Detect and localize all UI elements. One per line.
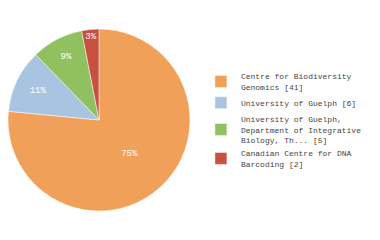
svg-text:University of Guelph,Departmen: University of Guelph,Department of Integ… (241, 115, 361, 145)
svg-text:Canadian Centre for DNABarcodi: Canadian Centre for DNABarcoding [2] (241, 149, 352, 168)
svg-text:11%: 11% (30, 86, 47, 96)
svg-text:9%: 9% (61, 52, 72, 62)
svg-text:3%: 3% (85, 32, 96, 42)
svg-text:Centre for BiodiversityGenomic: Centre for BiodiversityGenomics [41] (241, 72, 352, 91)
svg-text:75%: 75% (121, 149, 138, 159)
svg-text:University of Guelph [6]: University of Guelph [6] (241, 99, 356, 108)
